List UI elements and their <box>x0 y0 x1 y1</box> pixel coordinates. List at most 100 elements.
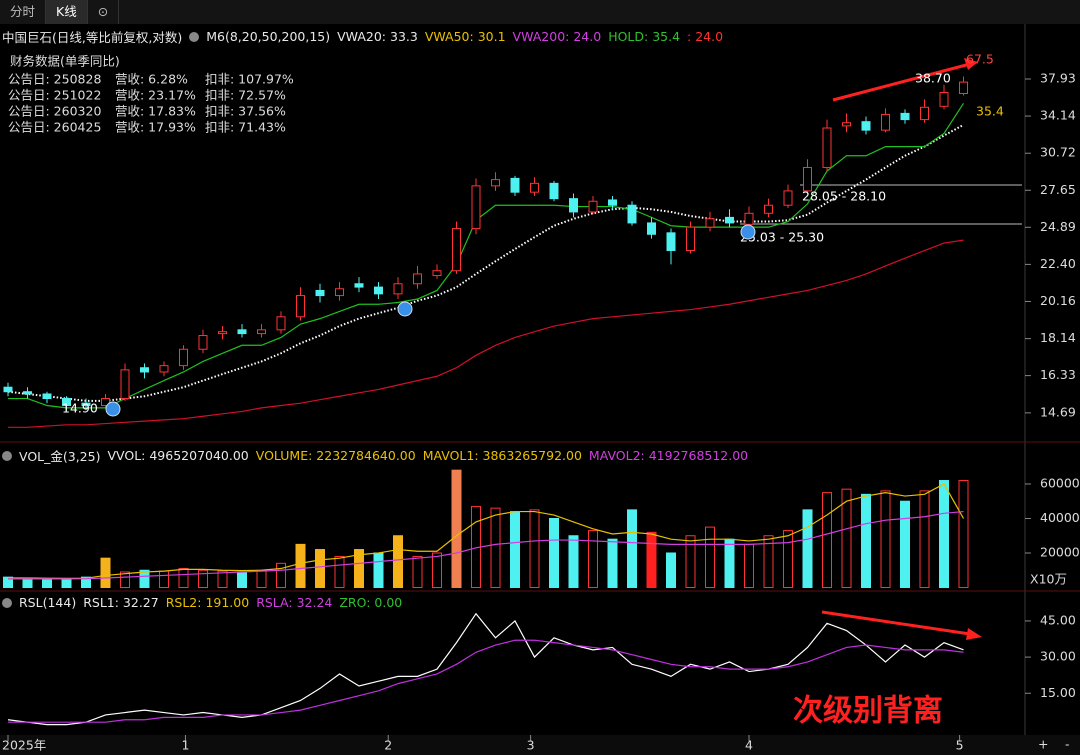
annotation: 28.05 - 28.10 <box>802 189 886 204</box>
volume-bar <box>510 511 520 588</box>
finance-cell: 营收: 6.28% <box>115 72 188 87</box>
volume-bar <box>958 480 969 588</box>
volume-bar <box>178 568 189 588</box>
y-tick-label: 20.16 <box>1040 293 1076 308</box>
candle-body <box>159 365 169 373</box>
volume-bar <box>841 488 852 589</box>
finance-cell: 扣非: 107.97% <box>205 72 294 87</box>
volume-bar <box>159 570 169 588</box>
volume-bar <box>783 530 793 588</box>
y-tick-label: 40000 <box>1040 510 1080 525</box>
legend-item: VWA200: 24.0 <box>512 29 602 44</box>
candle-body <box>822 127 832 168</box>
tab-icon[interactable]: ⊙ <box>88 0 120 24</box>
x-tick-label: 5 <box>956 738 964 753</box>
volume-bar <box>588 530 598 588</box>
trend-arrow <box>821 610 971 636</box>
volume-bar <box>217 570 228 588</box>
volume-bar <box>100 557 111 588</box>
candle-body <box>803 166 812 192</box>
y-tick-label: 37.93 <box>1040 71 1076 86</box>
candle-body <box>315 289 325 297</box>
series-line <box>8 239 964 428</box>
x-tick-label: 2 <box>384 738 392 753</box>
candle-body <box>881 113 890 131</box>
zoom-control[interactable]: - <box>1065 737 1070 752</box>
volume-bar <box>276 562 286 589</box>
x-tick-label: 2025年 <box>2 738 46 753</box>
finance-cell: 扣非: 71.43% <box>205 120 286 135</box>
signal-icon <box>105 401 121 417</box>
gear-icon[interactable] <box>2 450 12 461</box>
arrow-head <box>964 58 978 70</box>
legend-title: RSL(144) <box>19 595 77 610</box>
signal-icon <box>397 301 413 317</box>
volume-bar <box>432 552 442 589</box>
candle-body <box>237 329 247 335</box>
zoom-control[interactable]: + <box>1038 737 1048 752</box>
finance-title: 财务数据(单季同比) <box>10 54 120 69</box>
candle-body <box>569 198 578 213</box>
tab[interactable]: 分时 <box>0 0 47 24</box>
legend-item: : 24.0 <box>687 29 724 44</box>
candle-body <box>744 212 754 225</box>
candle-body <box>900 112 910 121</box>
legend-item: VWA50: 30.1 <box>424 29 506 44</box>
candle-body <box>179 348 188 367</box>
volume-bar <box>81 576 91 589</box>
x-tick-label: 1 <box>181 738 189 753</box>
legend-item: MAVOL2: 4192768512.00 <box>588 448 749 463</box>
candle-body <box>101 398 110 407</box>
legend-title: 中国巨石(日线,等比前复权,对数) <box>2 30 183 45</box>
candle-body <box>257 329 266 335</box>
legend-item: VVOL: 4965207040.00 <box>107 448 249 463</box>
volume-bar <box>529 509 540 589</box>
series-line <box>8 639 964 723</box>
candle-body <box>783 190 793 206</box>
volume-bar <box>42 578 52 588</box>
volume-bar <box>919 490 930 588</box>
volume-bar <box>451 469 462 588</box>
volume-bar <box>3 576 13 589</box>
candle-body <box>491 179 500 187</box>
volume-bar <box>880 490 891 588</box>
candle-body <box>3 386 13 393</box>
tab[interactable]: K线 <box>46 0 88 24</box>
price-legend: 中国巨石(日线,等比前复权,对数) M6(8,20,50,200,15) VWA… <box>2 27 723 46</box>
finance-cell: 公告日: 260320 <box>8 104 101 119</box>
finance-cell: 公告日: 251022 <box>8 88 101 103</box>
volume-bar <box>763 535 774 589</box>
legend-item: MAVOL1: 3863265792.00 <box>422 448 582 463</box>
series-line <box>8 102 965 409</box>
y-tick-label: 18.14 <box>1040 330 1076 345</box>
y-tick-label: 16.33 <box>1040 367 1076 382</box>
candle-body <box>81 402 91 407</box>
candle-body <box>920 106 929 121</box>
legend-item: ZRO: 0.00 <box>339 595 403 610</box>
legend-title: VOL_金(3,25) <box>19 449 101 464</box>
volume-bar <box>802 509 813 589</box>
volume-bar <box>315 549 325 588</box>
legend-item: HOLD: 35.4 <box>608 29 681 44</box>
candle-body <box>549 182 559 200</box>
finance-cell: 营收: 23.17% <box>115 88 196 103</box>
finance-cell: 扣非: 37.56% <box>205 104 286 119</box>
volume-bar <box>549 517 559 588</box>
finance-cell: 公告日: 250828 <box>8 72 101 87</box>
volume-bar <box>120 571 130 588</box>
volume-bar <box>627 509 637 589</box>
volume-bar <box>685 535 696 589</box>
y-tick-label: 14.69 <box>1040 404 1076 419</box>
volume-bar <box>705 526 715 588</box>
volume-legend: VOL_金(3,25) VVOL: 4965207040.00 VOLUME: … <box>2 446 748 465</box>
x-tick-label: 4 <box>745 738 753 753</box>
volume-bar <box>237 571 247 588</box>
gear-icon[interactable] <box>2 597 12 608</box>
legend-item: RSL1: 32.27 <box>83 595 159 610</box>
candle-body <box>686 226 695 252</box>
candle-body <box>608 199 617 206</box>
y-tick-label: 30.72 <box>1040 145 1076 160</box>
gear-icon[interactable] <box>189 31 200 42</box>
